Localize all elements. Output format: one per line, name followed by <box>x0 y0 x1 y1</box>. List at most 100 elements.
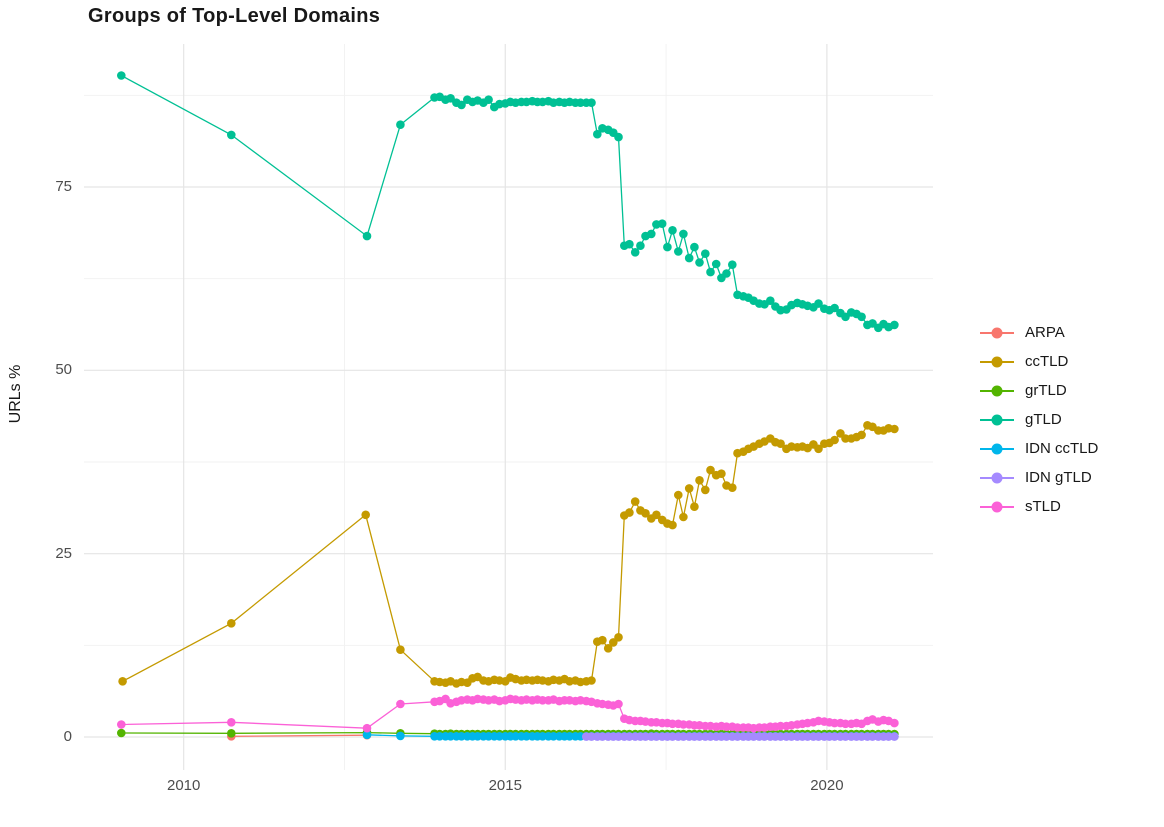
data-point-stld <box>396 699 405 709</box>
gridlines <box>84 44 933 770</box>
legend-key-dot <box>991 472 1003 483</box>
legend-key-dot <box>991 356 1003 367</box>
legend-item-idn-cctld: IDN ccTLD <box>980 438 1098 459</box>
data-point-stld <box>117 720 126 729</box>
legend-key-icon <box>980 382 1014 400</box>
data-point-cctld <box>118 677 127 686</box>
data-point-gtld <box>722 269 731 278</box>
data-point-cctld <box>706 465 715 475</box>
data-point-gtld <box>890 320 899 330</box>
data-point-gtld <box>362 231 372 241</box>
legend-item-grtld: grTLD <box>980 380 1098 401</box>
data-point-cctld <box>396 645 405 654</box>
data-point-gtld <box>117 71 126 80</box>
legend-item-label: grTLD <box>1025 382 1067 399</box>
data-point-cctld <box>652 510 661 520</box>
data-point-cctld <box>361 510 371 520</box>
data-point-stld <box>227 718 236 727</box>
legend-item-label: ccTLD <box>1025 353 1069 370</box>
series-line-gtld <box>120 74 895 329</box>
series-line-arpa <box>231 734 368 737</box>
data-point-stld <box>362 723 372 733</box>
chart-title: Groups of Top-Level Domains <box>88 5 381 27</box>
legend-key-icon <box>980 498 1014 516</box>
data-point-gtld <box>630 248 640 257</box>
data-point-cctld <box>587 676 596 685</box>
legend-key-icon <box>980 469 1014 487</box>
y-tick-label: 25 <box>55 544 72 562</box>
data-point-cctld <box>830 435 839 445</box>
data-point-gtld <box>728 260 737 270</box>
x-tick-label: 2015 <box>488 777 522 794</box>
data-point-cctld <box>728 483 737 493</box>
data-point-cctld <box>668 520 677 530</box>
data-point-idn-gtld <box>890 732 899 741</box>
data-point-gtld <box>679 229 688 239</box>
series-idn-gtld <box>582 732 899 741</box>
series-cctld <box>118 421 899 688</box>
data-point-cctld <box>701 485 710 495</box>
legend-item-label: gTLD <box>1025 411 1062 428</box>
legend-item-arpa: ARPA <box>980 322 1098 343</box>
y-tick-label: 50 <box>55 361 72 379</box>
y-tick-label: 75 <box>55 178 72 195</box>
data-point-gtld <box>690 242 699 252</box>
data-point-gtld <box>701 249 710 258</box>
data-point-cctld <box>227 619 236 628</box>
data-point-grtld <box>117 728 126 738</box>
series-stld <box>117 694 899 733</box>
data-point-cctld <box>614 633 623 642</box>
data-point-gtld <box>396 120 405 129</box>
legend-item-label: IDN gTLD <box>1025 469 1092 486</box>
data-point-gtld <box>657 219 667 228</box>
legend-item-stld: sTLD <box>980 496 1098 517</box>
data-point-idn-cctld <box>396 731 405 741</box>
data-point-gtld <box>636 241 645 250</box>
data-point-gtld <box>766 296 775 306</box>
data-point-gtld <box>684 253 694 263</box>
legend-item-label: IDN ccTLD <box>1025 440 1099 457</box>
legend-key-dot <box>991 385 1003 396</box>
data-point-cctld <box>695 476 704 485</box>
data-point-gtld <box>706 267 715 277</box>
data-point-gtld <box>593 129 602 139</box>
data-point-gtld <box>711 259 721 269</box>
data-point-cctld <box>625 508 634 517</box>
data-point-cctld <box>679 512 688 522</box>
data-point-gtld <box>647 229 656 239</box>
data-point-gtld <box>227 130 236 140</box>
legend-key-icon <box>980 353 1014 371</box>
y-tick-label: 0 <box>63 728 72 745</box>
legend-key-icon <box>980 324 1014 342</box>
data-point-stld <box>890 718 899 728</box>
data-point-cctld <box>603 644 613 653</box>
legend: ARPA ccTLD grTLD gTLD IDN ccTLD IDN gTLD sTLD <box>980 322 1098 517</box>
series-gtld <box>117 71 899 333</box>
data-point-gtld <box>625 239 634 249</box>
legend-item-label: ARPA <box>1025 324 1065 341</box>
data-point-cctld <box>890 424 899 434</box>
data-point-gtld <box>587 98 596 107</box>
data-point-gtld <box>668 226 677 235</box>
data-point-gtld <box>663 242 672 252</box>
data-point-cctld <box>857 430 866 440</box>
data-point-gtld <box>857 312 866 322</box>
legend-key-dot <box>991 443 1003 454</box>
data-point-stld <box>614 699 623 709</box>
data-point-cctld <box>776 439 785 449</box>
data-point-gtld <box>674 247 683 256</box>
x-tick-label: 2010 <box>167 777 201 794</box>
series-line-cctld <box>122 424 895 685</box>
legend-item-idn-gtld: IDN gTLD <box>980 467 1098 488</box>
legend-key-dot <box>991 327 1003 338</box>
x-tick-label: 2020 <box>810 777 844 794</box>
data-point-cctld <box>717 469 726 479</box>
data-point-gtld <box>814 299 823 308</box>
legend-item-cctld: ccTLD <box>980 351 1098 372</box>
data-point-gtld <box>830 303 839 313</box>
data-point-cctld <box>684 484 694 493</box>
data-point-gtld <box>484 95 493 104</box>
data-point-cctld <box>641 509 650 518</box>
